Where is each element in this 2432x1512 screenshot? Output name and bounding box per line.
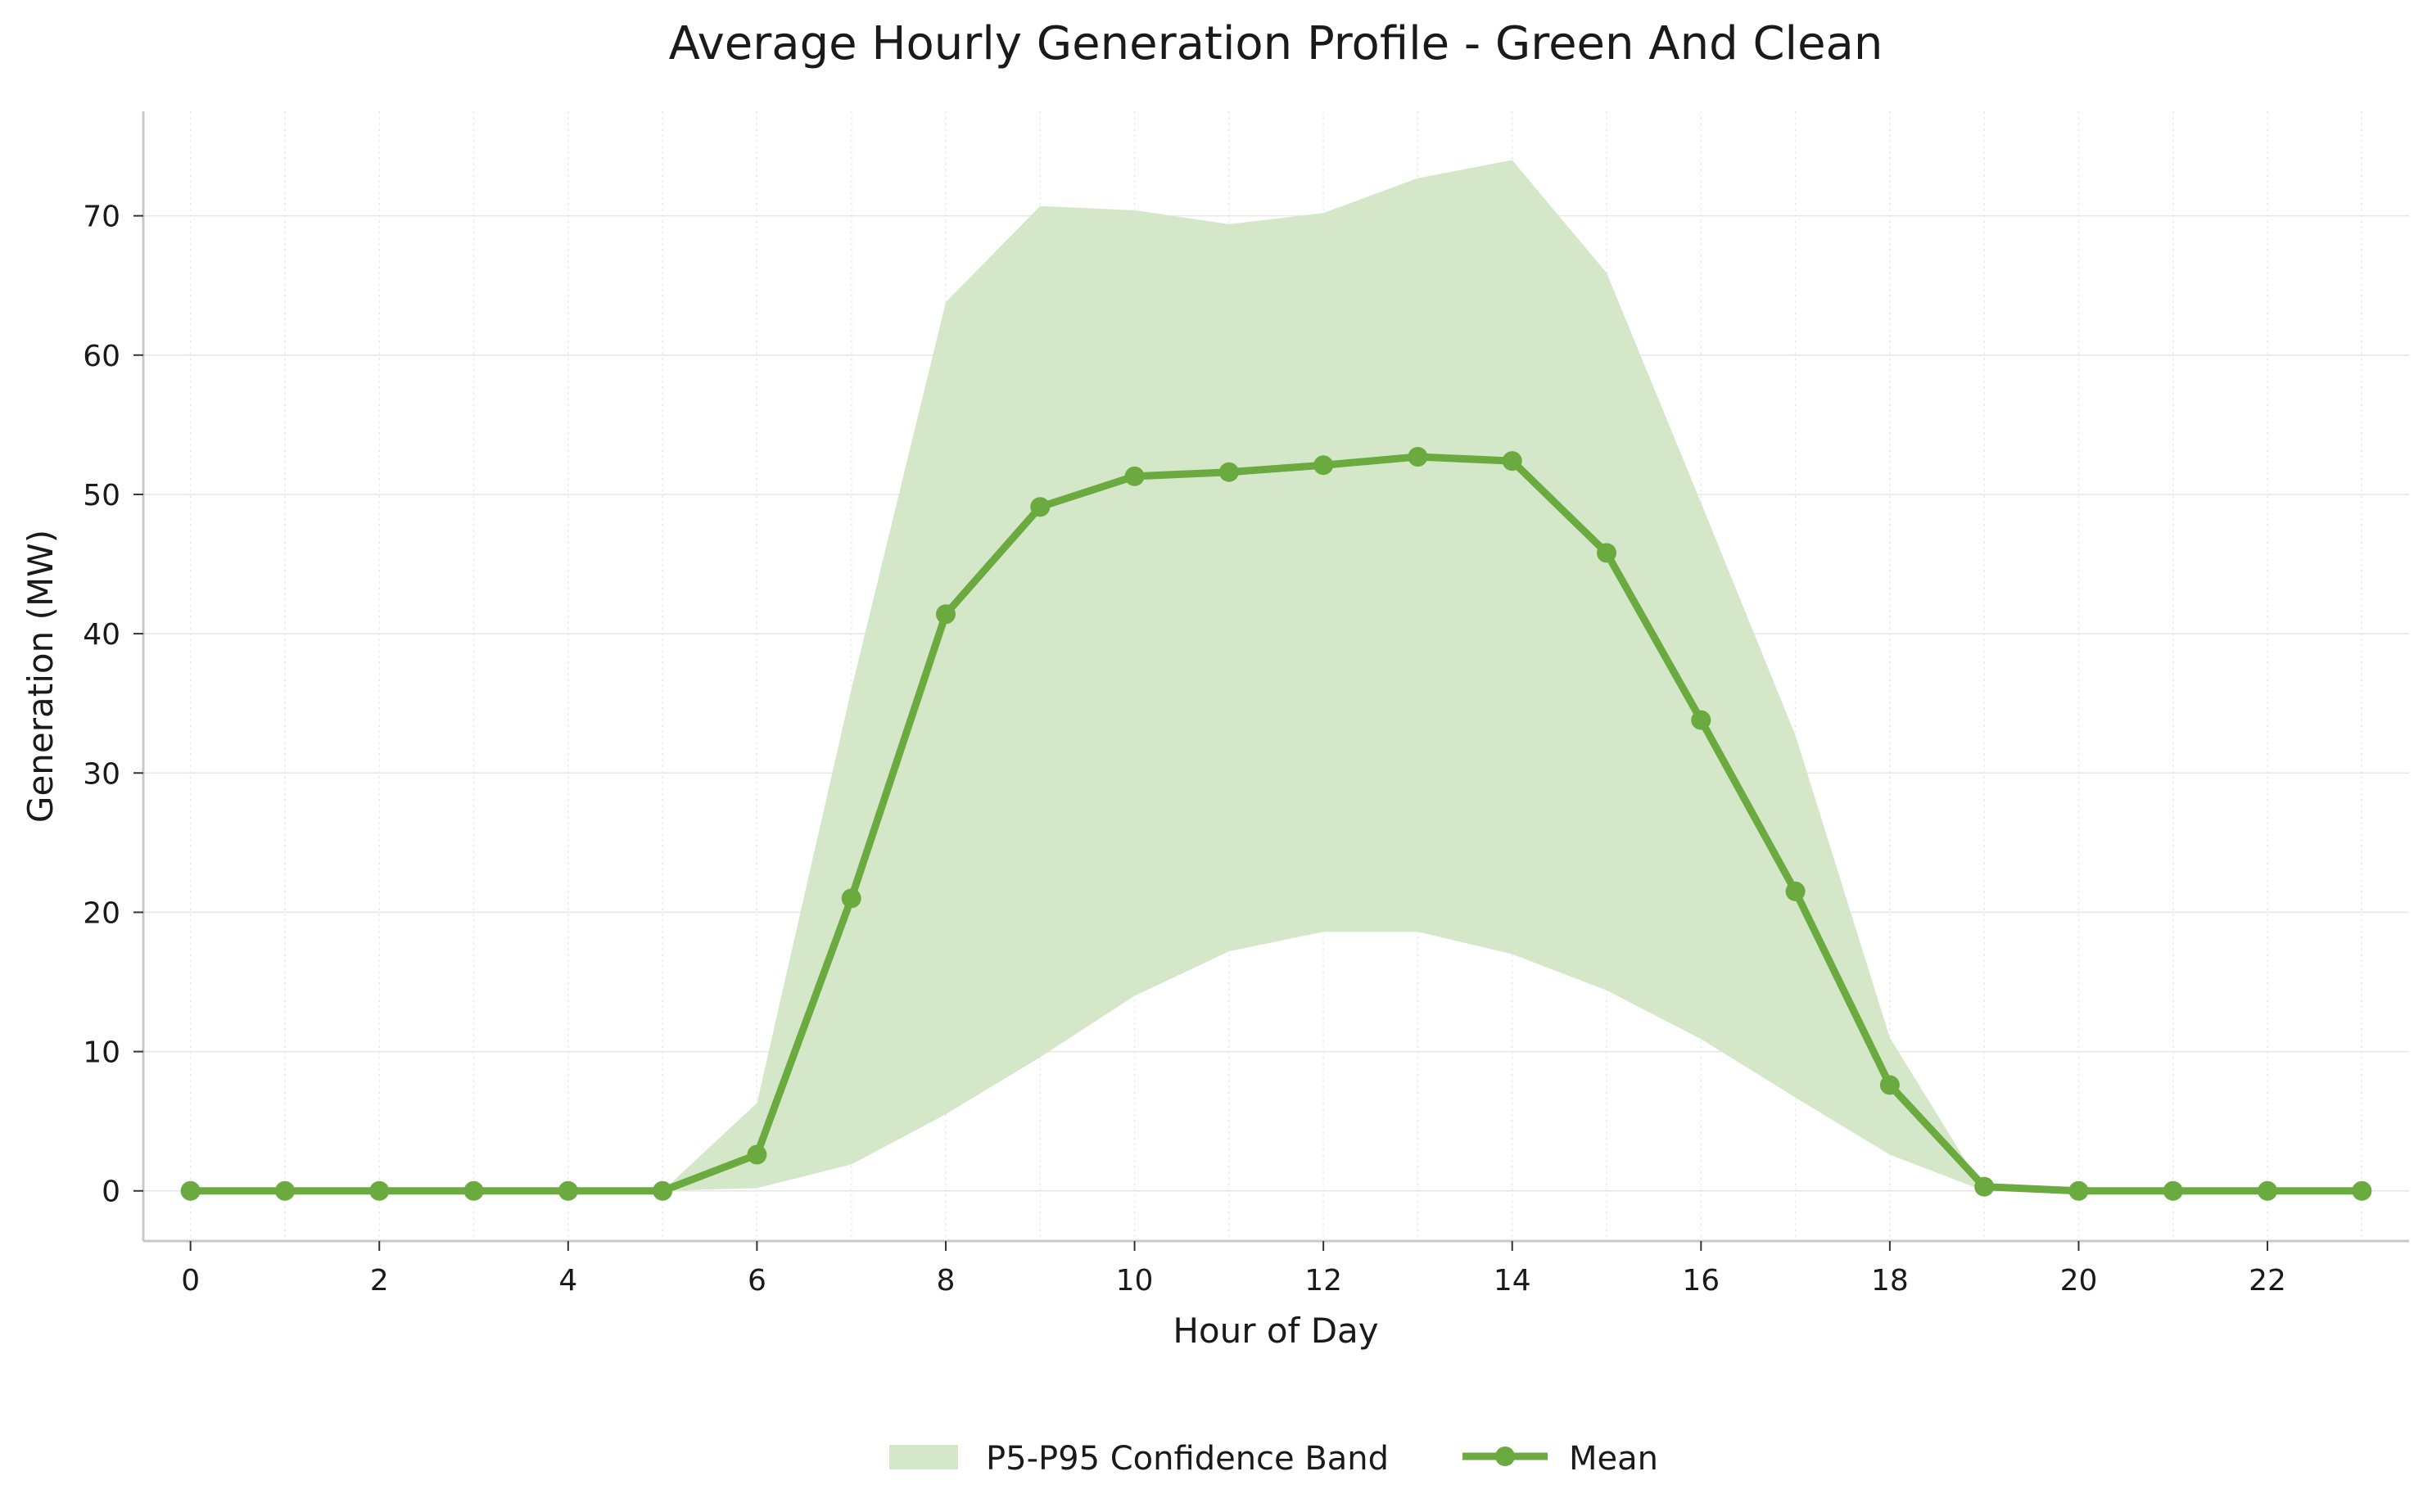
y-tick-label: 50	[83, 479, 120, 512]
x-tick-label: 12	[1304, 1264, 1342, 1298]
x-tick-label: 10	[1116, 1264, 1154, 1298]
y-tick-label: 0	[102, 1176, 120, 1209]
mean-data-point	[1974, 1176, 1995, 1197]
mean-data-point	[180, 1180, 201, 1201]
x-tick-label: 6	[748, 1264, 766, 1298]
mean-data-point	[1218, 462, 1239, 482]
mean-data-point	[2068, 1180, 2089, 1201]
mean-data-point	[1691, 710, 1711, 730]
y-tick-label: 30	[83, 757, 120, 791]
x-axis-label: Hour of Day	[1173, 1311, 1378, 1351]
y-tick-label: 20	[83, 896, 120, 930]
mean-line-layer	[180, 446, 2372, 1201]
mean-data-point	[1502, 451, 1522, 472]
y-axis-label: Generation (MW)	[20, 530, 61, 823]
mean-data-point	[935, 604, 956, 625]
y-tick-label: 40	[83, 618, 120, 652]
mean-data-point	[369, 1180, 390, 1201]
legend-mean-swatch-marker	[1495, 1447, 1515, 1466]
x-axis-ticks: 0 2 4 6 8 10 12 14 16 18 20 22	[181, 1241, 2286, 1298]
mean-data-point	[1313, 455, 1334, 476]
mean-data-point	[558, 1180, 578, 1201]
y-tick-label: 70	[83, 201, 120, 234]
mean-data-point	[747, 1144, 767, 1165]
x-tick-label: 4	[558, 1264, 577, 1298]
mean-data-point	[2163, 1180, 2183, 1201]
legend-band-swatch	[889, 1445, 958, 1469]
y-tick-label: 60	[83, 340, 120, 373]
x-tick-label: 22	[2249, 1264, 2286, 1298]
legend-mean-label: Mean	[1569, 1440, 1658, 1478]
mean-data-point	[653, 1180, 673, 1201]
y-axis-ticks: 0 10 20 30 40 50 60 70	[83, 201, 143, 1209]
mean-data-point	[463, 1180, 484, 1201]
mean-data-point	[1879, 1075, 1900, 1095]
confidence-band-area	[190, 160, 2362, 1191]
y-tick-label: 10	[83, 1036, 120, 1070]
confidence-band-layer	[190, 160, 2362, 1191]
x-tick-label: 8	[937, 1264, 956, 1298]
mean-series-line	[187, 453, 2366, 1195]
mean-data-point	[1030, 497, 1051, 517]
mean-data-point	[1597, 543, 1617, 563]
x-tick-label: 0	[181, 1264, 200, 1298]
mean-data-point	[2258, 1180, 2278, 1201]
x-tick-label: 2	[370, 1264, 389, 1298]
legend: P5-P95 Confidence Band Mean	[889, 1440, 1658, 1478]
mean-data-point	[274, 1180, 295, 1201]
x-tick-label: 18	[1871, 1264, 1909, 1298]
mean-data-point	[1785, 881, 1806, 901]
x-tick-label: 16	[1682, 1264, 1720, 1298]
mean-data-point	[2352, 1180, 2372, 1201]
x-tick-label: 14	[1494, 1264, 1531, 1298]
mean-data-point	[1124, 466, 1145, 486]
legend-band-label: P5-P95 Confidence Band	[986, 1440, 1389, 1478]
x-tick-label: 20	[2060, 1264, 2098, 1298]
mean-data-point	[841, 888, 861, 909]
chart-title: Average Hourly Generation Profile - Gree…	[669, 17, 1883, 70]
mean-data-point	[1408, 446, 1428, 467]
